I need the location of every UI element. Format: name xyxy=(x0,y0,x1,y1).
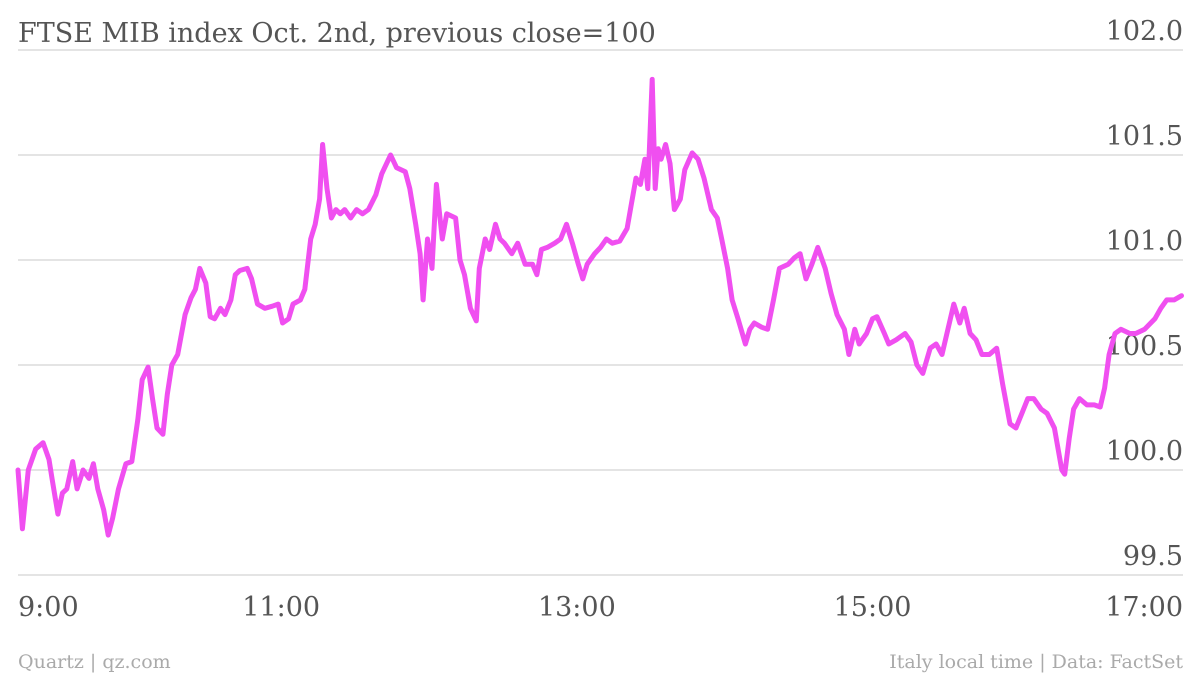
y-tick-label: 102.0 xyxy=(1106,16,1183,47)
x-tick-label: 13:00 xyxy=(538,592,616,623)
y-tick-label: 99.5 xyxy=(1123,541,1183,572)
index-line xyxy=(15,76,1184,538)
y-tick-label: 101.5 xyxy=(1106,121,1183,152)
x-tick-label: 11:00 xyxy=(242,592,320,623)
y-tick-label: 101.0 xyxy=(1106,226,1183,257)
chart-title: FTSE MIB index Oct. 2nd, previous close=… xyxy=(18,18,656,49)
y-tick-label: 100.0 xyxy=(1106,436,1183,467)
y-tick-label: 100.5 xyxy=(1106,331,1183,362)
source: Italy local time | Data: FactSet xyxy=(889,651,1183,673)
credit: Quartz | qz.com xyxy=(18,651,171,673)
x-tick-label: 9:00 xyxy=(18,592,79,623)
x-tick-label: 17:00 xyxy=(1105,592,1183,623)
x-tick-label: 15:00 xyxy=(834,592,912,623)
